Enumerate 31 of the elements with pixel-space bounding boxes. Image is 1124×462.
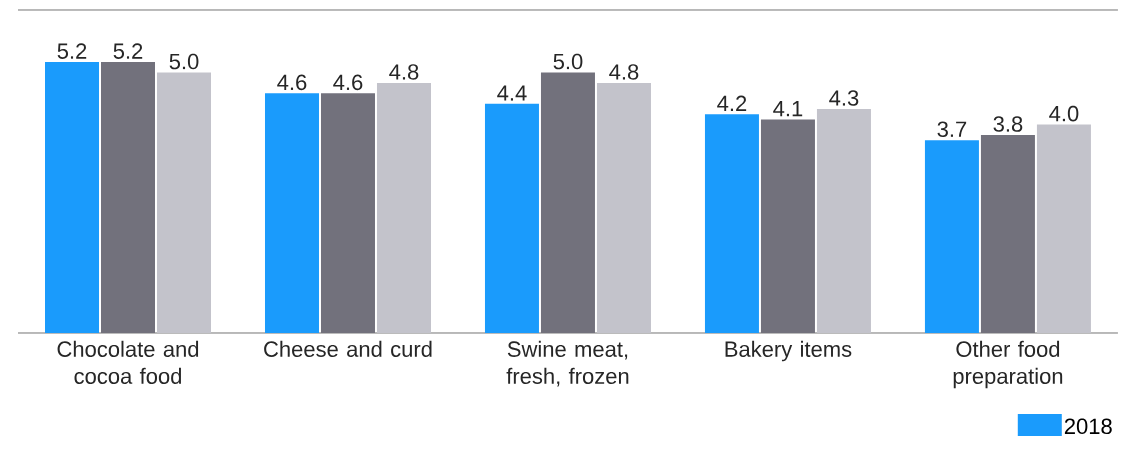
bar (45, 62, 100, 333)
data-label: 4.4 (497, 85, 527, 101)
data-label: 3.7 (937, 121, 967, 138)
x-tick-label: Other food preparation (953, 340, 1063, 389)
bar (157, 72, 211, 333)
x-tick-label: Swine meat, fresh, frozen (506, 340, 629, 387)
data-label: 4.8 (389, 64, 419, 80)
data-label: 4.1 (773, 101, 803, 117)
bar (596, 82, 651, 333)
data-label: 3.8 (993, 116, 1023, 132)
data-label: 4.6 (333, 74, 363, 91)
data-label: 4.0 (1049, 105, 1079, 122)
bar (484, 103, 539, 333)
data-label: 4.8 (609, 64, 639, 80)
bar (816, 108, 871, 333)
x-tick-label: Cheese and curd (264, 340, 432, 357)
x-tick-label: Chocolate and cocoa food (57, 340, 199, 384)
data-label: 5.0 (169, 53, 199, 70)
data-label: 5.2 (113, 43, 143, 59)
bar (376, 82, 431, 333)
data-label: 4.3 (829, 90, 859, 106)
data-label: 4.2 (717, 95, 747, 111)
data-label: 5.0 (553, 53, 583, 70)
bar (924, 140, 979, 333)
bar (264, 93, 319, 333)
legend-label: 2018 (1064, 418, 1112, 435)
data-label: 4.6 (277, 74, 307, 91)
bar (1036, 124, 1091, 333)
x-tick-label: Bakery items (725, 340, 852, 362)
bar (704, 114, 759, 333)
data-label: 5.2 (57, 43, 87, 59)
